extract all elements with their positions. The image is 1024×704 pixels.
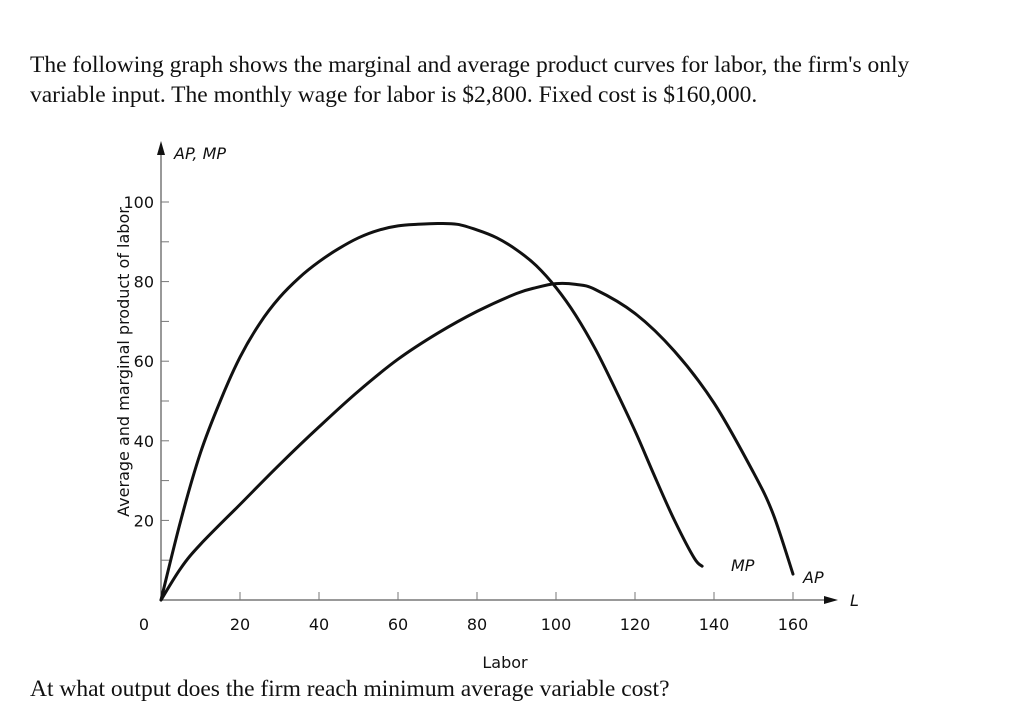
chart-curves — [159, 221, 795, 602]
y-tick-label: 20 — [134, 511, 154, 530]
chart-axes — [157, 141, 838, 604]
x-axis-end-label: L — [850, 591, 859, 610]
x-axis-arrow — [824, 596, 838, 604]
y-tick-label: 60 — [134, 352, 154, 371]
y-tick-label: 40 — [134, 432, 154, 451]
problem-question-text: At what output does the firm reach minim… — [30, 676, 670, 702]
y-axis-top-label: AP, MP — [173, 144, 226, 163]
x-tick-label: 60 — [388, 615, 408, 634]
x-tick-label: 20 — [230, 615, 250, 634]
curve-mp — [159, 221, 704, 602]
x-tick-label: 160 — [778, 615, 809, 634]
y-tick-label: 80 — [134, 273, 154, 292]
x-tick-label: 40 — [309, 615, 329, 634]
x-tick-label: 100 — [541, 615, 572, 634]
x-tick-label: 0 — [139, 615, 149, 634]
chart-ticks: 0 20 40 60 80 100 120 140 160 20 40 60 80 100 — [123, 193, 808, 634]
y-axis-arrow — [157, 141, 165, 155]
series-label-mp: MP — [731, 556, 755, 575]
x-tick-label: 120 — [620, 615, 651, 634]
y-axis-title: Average and marginal product of labor — [114, 207, 133, 517]
problem-intro-text: The following graph shows the marginal a… — [30, 52, 910, 108]
y-tick-label: 100 — [123, 193, 154, 212]
x-tick-label: 140 — [699, 615, 730, 634]
x-tick-label: 80 — [467, 615, 487, 634]
series-label-ap: AP — [802, 568, 824, 587]
x-axis-title: Labor — [482, 653, 528, 672]
curve-ap — [159, 281, 795, 602]
